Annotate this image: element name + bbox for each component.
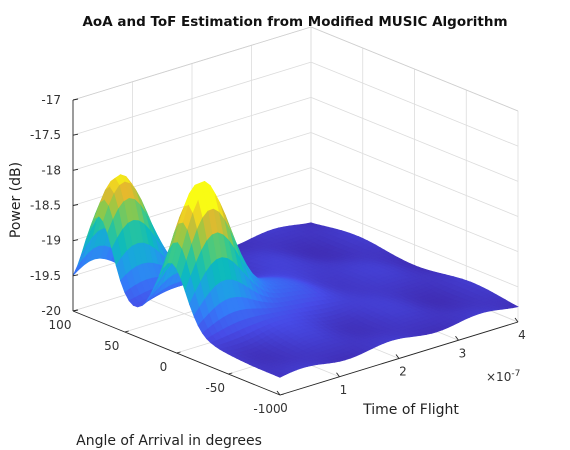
z-tick-mark [72, 309, 79, 312]
surface-patch [274, 372, 287, 378]
x-axis-exponent: ×10-7 [486, 369, 520, 384]
x-axis-exponent-power: -7 [511, 369, 520, 379]
y-tick-label: 100 [49, 318, 72, 332]
z-tick-mark [72, 133, 79, 136]
y-tick-label: 50 [104, 339, 119, 353]
x-tick-label: 0 [280, 401, 288, 415]
box-edge [310, 26, 519, 112]
x-tick-mark [514, 317, 519, 323]
x-tick-mark [336, 372, 340, 378]
x-axis-label: Time of Flight [362, 402, 459, 418]
y-tick-label: 0 [160, 360, 168, 374]
z-tick-mark [72, 204, 79, 206]
z-tick-mark [72, 274, 79, 277]
z-tick-mark [72, 98, 79, 101]
z-axis-label: Power (dB) [8, 162, 24, 238]
y-tick-label: -50 [205, 381, 225, 395]
x-tick-label: 1 [340, 383, 348, 397]
x-tick-label: 4 [518, 328, 526, 342]
z-tick-label: -18 [41, 163, 61, 177]
x-tick-mark [395, 354, 400, 359]
z-tick-mark [72, 168, 79, 171]
x-tick-mark [455, 335, 459, 341]
z-tick-label: -18.5 [30, 199, 61, 213]
x-tick-mark [276, 390, 281, 396]
z-tick-label: -19 [41, 234, 61, 248]
y-tick-mark [279, 393, 285, 396]
x-tick-label: 3 [459, 346, 467, 360]
y-axis-label: Angle of Arrival in degrees [76, 433, 262, 449]
y-tick-label: -100 [253, 402, 280, 416]
z-tick-label: -17 [41, 93, 61, 107]
z-tick-label: -17.5 [30, 128, 61, 142]
axes [72, 98, 519, 396]
tick-labels: 0 1 2 3 4 -100 -50 0 50 100-20 -19.5 -19 -18.5 -18 -17… [30, 93, 526, 416]
x-tick-label: 2 [399, 365, 407, 379]
y-tick-mark [176, 351, 181, 354]
z-tick-label: -20 [41, 304, 61, 318]
z-tick-label: -19.5 [30, 269, 61, 283]
chart-title: AoA and ToF Estimation from Modified MUS… [82, 14, 507, 30]
power-surface [72, 174, 519, 378]
z-tick-mark [72, 239, 79, 242]
y-tick-mark [228, 372, 233, 375]
box-edge [72, 26, 312, 101]
y-tick-mark [124, 330, 129, 333]
